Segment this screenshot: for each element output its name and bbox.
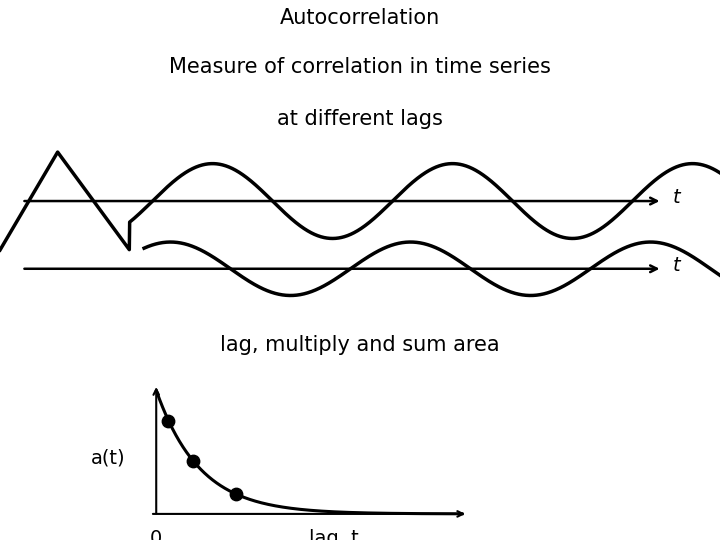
Text: at different lags: at different lags: [277, 109, 443, 129]
Text: t: t: [673, 256, 681, 275]
Text: Measure of correlation in time series: Measure of correlation in time series: [169, 57, 551, 77]
Text: Autocorrelation: Autocorrelation: [280, 8, 440, 28]
Point: [187, 456, 199, 465]
Text: a(t): a(t): [91, 449, 126, 468]
Point: [163, 416, 174, 425]
Text: lag, multiply and sum area: lag, multiply and sum area: [220, 335, 500, 355]
Point: [230, 490, 241, 498]
Text: t: t: [673, 188, 681, 207]
Text: 0: 0: [150, 529, 162, 540]
Text: lag, t: lag, t: [309, 529, 359, 540]
